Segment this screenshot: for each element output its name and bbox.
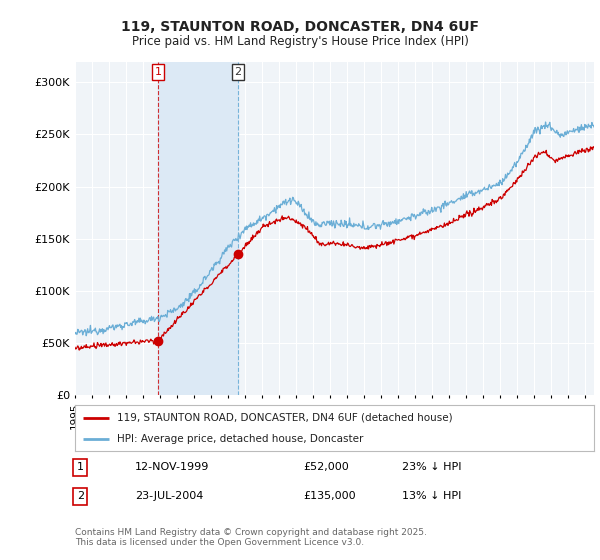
Text: Price paid vs. HM Land Registry's House Price Index (HPI): Price paid vs. HM Land Registry's House … [131,35,469,48]
Text: 2: 2 [235,67,242,77]
Text: 12-NOV-1999: 12-NOV-1999 [134,463,209,472]
Text: Contains HM Land Registry data © Crown copyright and database right 2025.
This d: Contains HM Land Registry data © Crown c… [75,528,427,547]
Text: £52,000: £52,000 [304,463,349,472]
Text: 1: 1 [77,463,83,472]
Text: 2: 2 [77,492,84,501]
Text: 1: 1 [154,67,161,77]
Text: 23% ↓ HPI: 23% ↓ HPI [402,463,461,472]
Bar [158,62,238,395]
Text: 119, STAUNTON ROAD, DONCASTER, DN4 6UF (detached house): 119, STAUNTON ROAD, DONCASTER, DN4 6UF (… [116,413,452,423]
Text: 13% ↓ HPI: 13% ↓ HPI [402,492,461,501]
Text: 119, STAUNTON ROAD, DONCASTER, DN4 6UF: 119, STAUNTON ROAD, DONCASTER, DN4 6UF [121,20,479,34]
Text: 23-JUL-2004: 23-JUL-2004 [134,492,203,501]
Text: £135,000: £135,000 [304,492,356,501]
Text: HPI: Average price, detached house, Doncaster: HPI: Average price, detached house, Donc… [116,435,363,444]
